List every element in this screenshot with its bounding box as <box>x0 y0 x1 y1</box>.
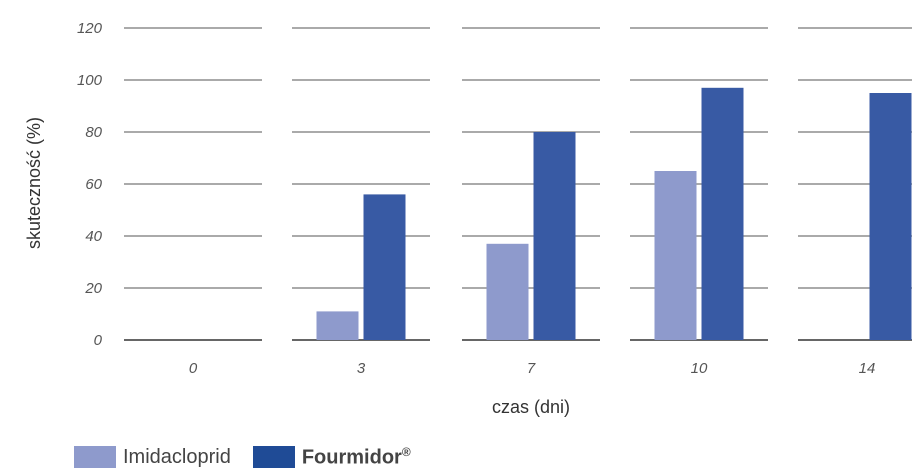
legend-label-imidacloprid: Imidacloprid <box>123 445 231 468</box>
y-tick-label: 60 <box>85 176 102 193</box>
bars <box>316 87 912 340</box>
bar-fourmidor-7 <box>533 132 576 340</box>
bar-chart: 0 20 40 60 80 100 120 0 3 7 10 14 czas (dni) skute… <box>24 20 912 417</box>
registered-mark: ® <box>401 444 411 459</box>
bar-fourmidor-3 <box>363 194 406 340</box>
bar-fourmidor-14 <box>869 93 912 340</box>
y-tick-label: 40 <box>85 228 102 245</box>
legend-label-fourmidor: Fourmidor® <box>301 444 411 469</box>
bar-imidacloprid-3 <box>316 311 359 340</box>
legend: Imidacloprid Fourmidor® <box>74 444 433 469</box>
bar-fourmidor-10 <box>701 87 744 340</box>
y-axis-title: skuteczność (%) <box>24 117 44 249</box>
y-tick-label: 120 <box>77 20 103 37</box>
x-tick-label: 10 <box>691 360 708 377</box>
bar-imidacloprid-10 <box>654 171 697 340</box>
x-axis-ticks: 0 3 7 10 14 <box>189 360 876 377</box>
x-axis-title: czas (dni) <box>492 397 570 417</box>
x-tick-label: 3 <box>357 360 366 377</box>
y-tick-label: 0 <box>94 332 103 349</box>
y-axis-ticks: 0 20 40 60 80 100 120 <box>77 20 103 349</box>
y-tick-label: 100 <box>77 72 103 89</box>
x-tick-label: 14 <box>859 360 876 377</box>
bar-imidacloprid-7 <box>486 243 529 340</box>
y-tick-label: 80 <box>85 124 102 141</box>
legend-swatch-fourmidor <box>252 446 295 468</box>
gridlines <box>124 27 912 341</box>
x-tick-label: 7 <box>527 360 536 377</box>
x-tick-label: 0 <box>189 360 198 377</box>
legend-item-fourmidor: Fourmidor® <box>252 444 411 469</box>
legend-item-imidacloprid: Imidacloprid <box>74 446 231 469</box>
legend-swatch-imidacloprid <box>74 446 116 468</box>
y-tick-label: 20 <box>84 280 102 297</box>
